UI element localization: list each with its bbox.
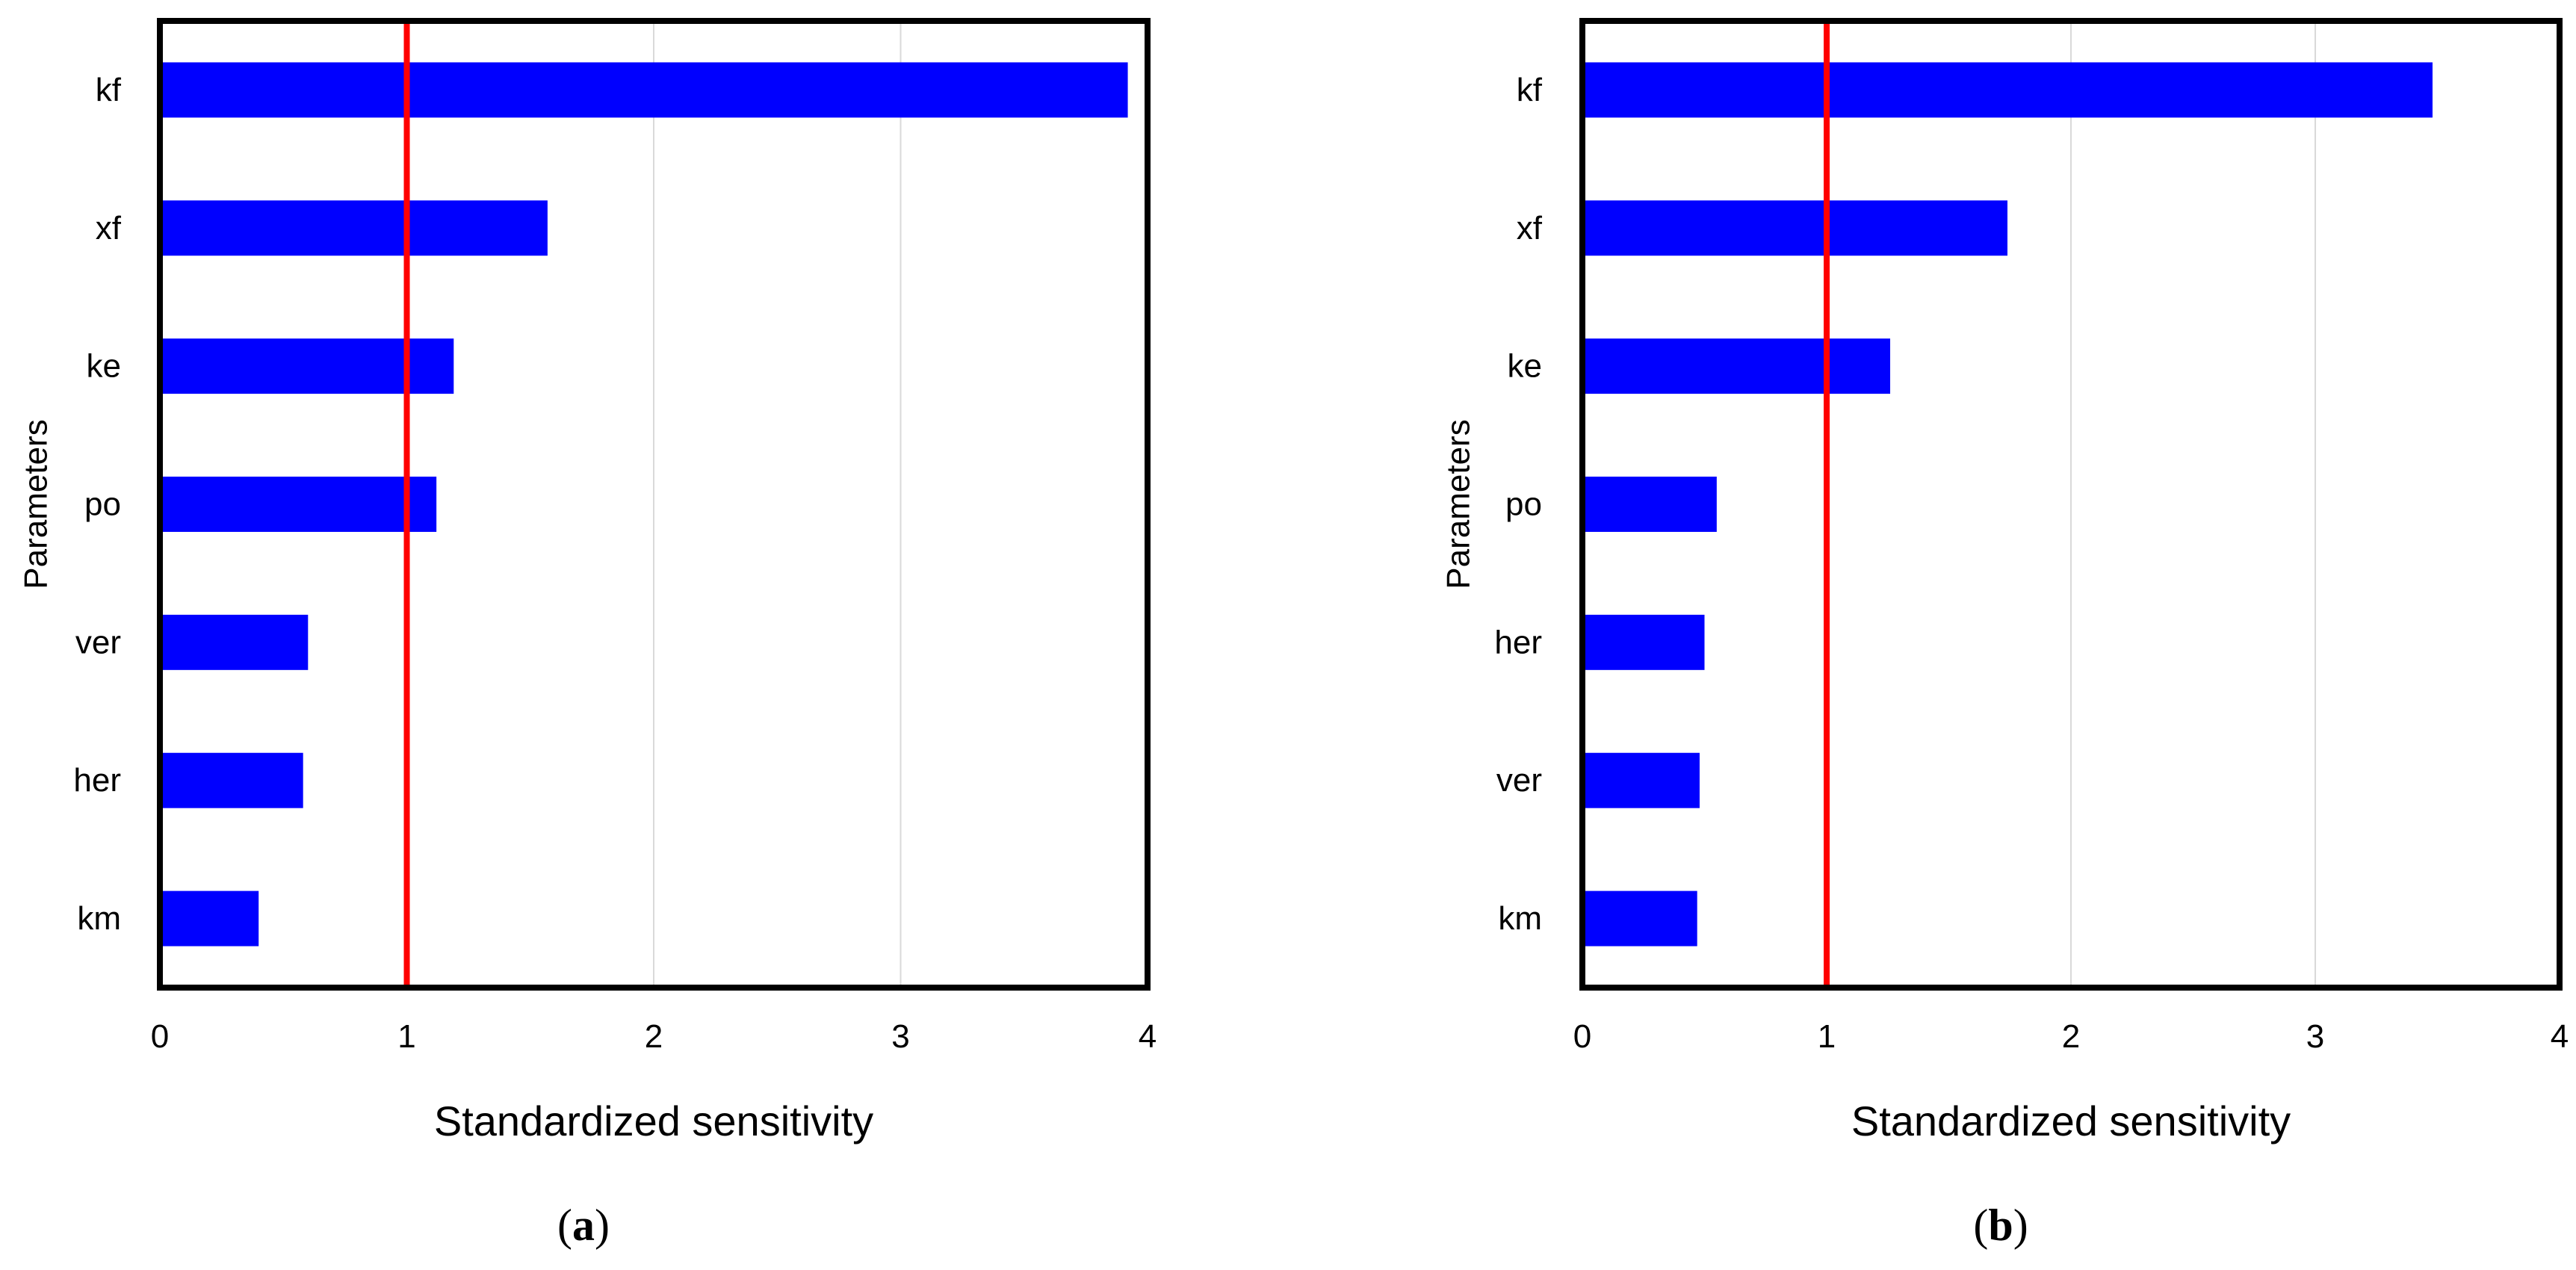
bar-her: [1582, 614, 1705, 670]
chart-panel-b: kf xf ke po her ver km 0 1 2 3 4 Standardized sensit…: [1440, 18, 2569, 1250]
x-tick-label: 2: [645, 1018, 663, 1055]
category-label: ke: [87, 348, 121, 385]
panel-label: (a): [557, 1201, 610, 1250]
category-label: po: [84, 486, 121, 523]
x-tick-label: 0: [151, 1018, 169, 1055]
x-tick-label: 2: [2062, 1018, 2080, 1055]
x-tick-label: 3: [891, 1018, 909, 1055]
x-tick-label: 1: [1818, 1018, 1836, 1055]
y-axis-title: Parameters: [18, 419, 55, 589]
category-label: her: [73, 762, 121, 799]
bar-ver: [160, 614, 309, 670]
bar-ke: [1582, 338, 1891, 394]
category-label: kf: [1517, 72, 1543, 108]
panel-label: (b): [1973, 1201, 2028, 1250]
x-tick-label: 4: [2551, 1018, 2569, 1055]
category-label: kf: [96, 72, 122, 108]
category-label: her: [1494, 624, 1542, 660]
bar-xf: [160, 200, 548, 256]
category-label: km: [1498, 900, 1542, 937]
chart-panel-a: kf xf ke po ver her km 0 1 2 3 4 Standardized sensit…: [18, 18, 1157, 1250]
category-label: xf: [96, 210, 122, 247]
bar-her: [160, 752, 303, 808]
x-tick-label: 3: [2306, 1018, 2324, 1055]
x-tick-label: 4: [1139, 1018, 1157, 1055]
plot-frame: [157, 18, 1151, 991]
y-axis-title: Parameters: [1440, 419, 1477, 589]
bar-km: [160, 890, 259, 947]
bar-kf: [160, 62, 1128, 118]
x-axis-title: Standardized sensitivity: [434, 1097, 873, 1144]
bar-po: [1582, 477, 1717, 532]
x-tick-label: 1: [397, 1018, 415, 1055]
bar-kf: [1582, 62, 2433, 118]
category-label: ke: [1508, 348, 1542, 385]
bar-xf: [1582, 200, 2007, 256]
x-tick-label: 0: [1573, 1018, 1591, 1055]
category-label: ver: [75, 624, 121, 660]
bar-km: [1582, 890, 1697, 947]
category-label: ver: [1496, 762, 1542, 799]
category-label: km: [77, 900, 121, 937]
bar-ver: [1582, 752, 1700, 808]
plot-frame: [1579, 18, 2563, 991]
category-label: po: [1505, 486, 1542, 523]
x-axis-title: Standardized sensitivity: [1851, 1097, 2291, 1144]
category-label: xf: [1517, 210, 1543, 247]
bar-po: [160, 477, 437, 532]
